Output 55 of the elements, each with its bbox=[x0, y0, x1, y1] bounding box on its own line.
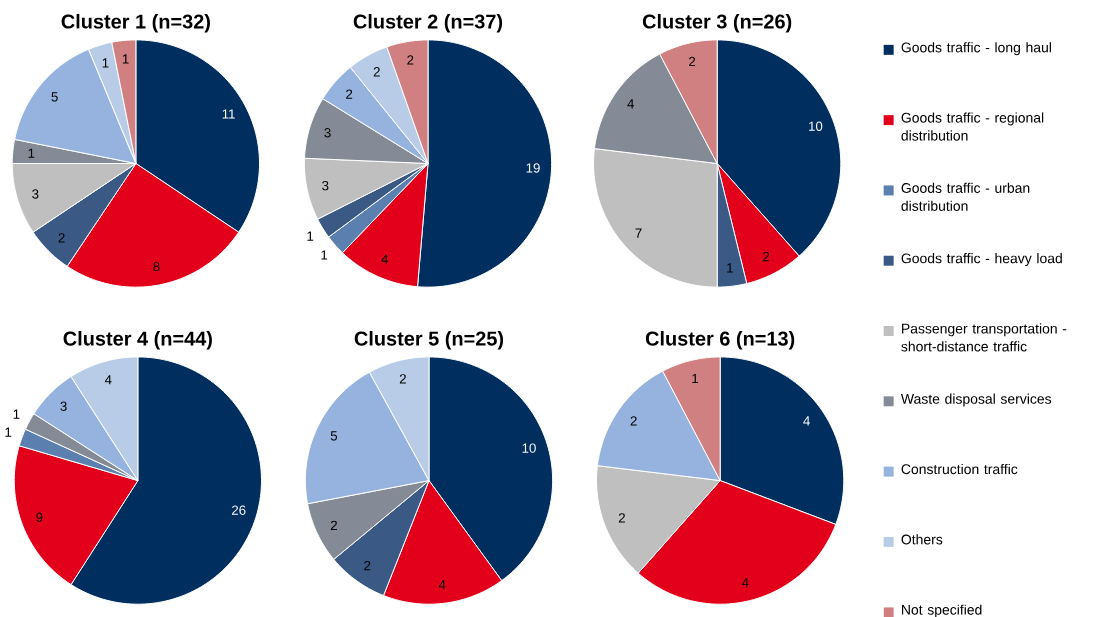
data-label: 2 bbox=[618, 512, 625, 523]
chart-title: Cluster 2 (n=37) bbox=[353, 13, 503, 33]
data-label: 4 bbox=[741, 577, 749, 587]
data-label: 1 bbox=[5, 427, 12, 437]
data-label: 2 bbox=[399, 373, 406, 384]
legend-label: Goods traffic - heavy load bbox=[901, 252, 1062, 266]
data-label: 11 bbox=[222, 109, 235, 119]
data-label: 2 bbox=[688, 56, 696, 66]
data-label: 2 bbox=[346, 89, 353, 99]
data-label: 1 bbox=[321, 250, 328, 260]
data-label: 4 bbox=[627, 98, 634, 109]
data-label: 4 bbox=[104, 374, 112, 385]
data-label: 1 bbox=[28, 148, 35, 158]
data-label: 3 bbox=[324, 127, 331, 138]
data-label: 4 bbox=[438, 580, 446, 590]
legend-label: Goods traffic - regional distribution bbox=[901, 112, 1044, 141]
legend-label: Others bbox=[901, 533, 943, 545]
data-label: 1 bbox=[102, 58, 109, 68]
data-label: 5 bbox=[51, 91, 58, 102]
chart-title: Cluster 5 (n=25) bbox=[354, 330, 504, 350]
data-label: 2 bbox=[58, 232, 65, 243]
legend-label: Goods traffic - urban distribution bbox=[901, 182, 1030, 211]
legend-label: Goods traffic - long haul bbox=[901, 41, 1051, 55]
legend-label: Waste disposal services bbox=[900, 393, 1052, 407]
legend-label: Not specified bbox=[902, 604, 982, 617]
data-label: 7 bbox=[635, 228, 642, 238]
data-label: 2 bbox=[407, 55, 414, 65]
data-label: 1 bbox=[692, 373, 699, 383]
legend-label: Construction traffic bbox=[901, 463, 1018, 474]
data-label: 10 bbox=[809, 121, 823, 131]
data-label: 10 bbox=[522, 443, 536, 453]
data-label: 4 bbox=[803, 416, 810, 426]
data-label: 2 bbox=[630, 416, 637, 426]
data-label: 4 bbox=[381, 254, 389, 264]
data-label: 2 bbox=[330, 520, 337, 530]
data-label: 19 bbox=[526, 163, 540, 173]
data-label: 3 bbox=[322, 180, 329, 191]
data-label: 2 bbox=[364, 560, 371, 570]
data-label: 8 bbox=[153, 261, 160, 272]
data-label: 1 bbox=[13, 409, 20, 419]
data-label: 9 bbox=[36, 512, 43, 522]
data-label: 1 bbox=[727, 263, 733, 273]
data-label: 26 bbox=[231, 505, 246, 515]
data-label: 1 bbox=[307, 231, 314, 241]
chart-title: Cluster 3 (n=26) bbox=[642, 13, 792, 33]
data-label: 2 bbox=[373, 66, 380, 77]
data-label: 3 bbox=[32, 189, 39, 199]
data-label: 5 bbox=[330, 430, 338, 441]
data-label: 1 bbox=[122, 54, 129, 64]
chart-title: Cluster 4 (n=44) bbox=[63, 330, 212, 350]
chart-title: Cluster 1 (n=32) bbox=[61, 13, 210, 33]
legend-label: Passenger transportation - short-distance traffic bbox=[901, 323, 1067, 352]
data-label: 2 bbox=[762, 251, 770, 261]
chart-title: Cluster 6 (n=13) bbox=[645, 330, 795, 350]
data-label: 3 bbox=[60, 401, 67, 411]
